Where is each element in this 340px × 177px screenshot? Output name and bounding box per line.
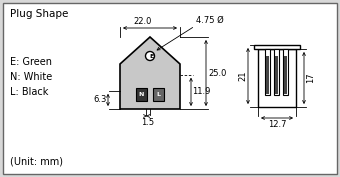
- Bar: [284, 56, 287, 94]
- Bar: [283, 49, 288, 95]
- Text: 11.9: 11.9: [192, 87, 210, 96]
- Text: 25.0: 25.0: [208, 68, 226, 78]
- Bar: [274, 49, 279, 95]
- Text: E: E: [149, 53, 153, 59]
- Text: E: Green: E: Green: [10, 57, 52, 67]
- Circle shape: [146, 52, 154, 61]
- Text: 4.75 Ø: 4.75 Ø: [196, 16, 224, 25]
- Text: L: L: [156, 92, 160, 97]
- Bar: [275, 56, 278, 94]
- Text: 1.5: 1.5: [141, 118, 155, 127]
- Text: 17: 17: [306, 73, 315, 83]
- Text: N: N: [139, 92, 144, 97]
- Text: 12.7: 12.7: [268, 120, 286, 129]
- Polygon shape: [120, 37, 180, 109]
- Bar: [254, 45, 300, 49]
- Text: (Unit: mm): (Unit: mm): [10, 156, 63, 166]
- Text: Plug Shape: Plug Shape: [10, 9, 68, 19]
- Bar: [258, 49, 296, 107]
- Bar: [153, 88, 164, 101]
- Text: N: White: N: White: [10, 72, 52, 82]
- Text: 6.3: 6.3: [94, 95, 107, 104]
- Bar: [266, 56, 269, 94]
- Text: 22.0: 22.0: [134, 18, 152, 27]
- Bar: [265, 49, 270, 95]
- Text: L: Black: L: Black: [10, 87, 48, 97]
- FancyBboxPatch shape: [3, 3, 337, 174]
- Text: 21: 21: [238, 71, 247, 81]
- Bar: [136, 88, 147, 101]
